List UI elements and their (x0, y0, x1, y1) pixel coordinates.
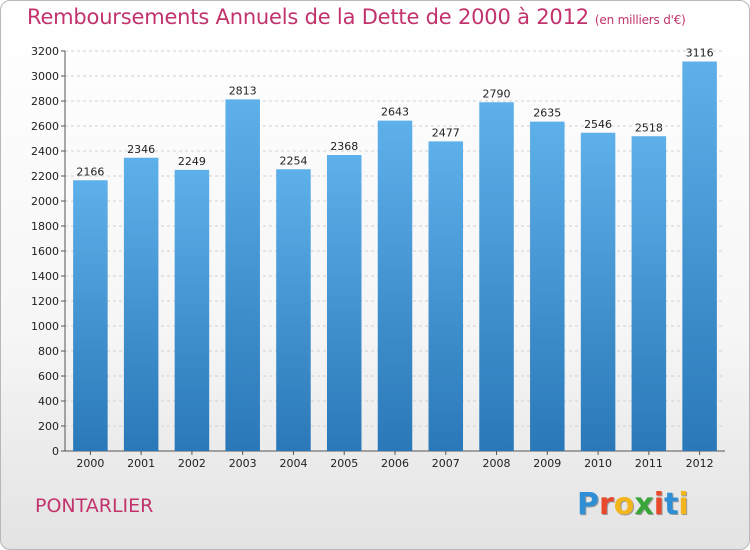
bar-2007 (428, 141, 464, 451)
bar-2010 (580, 132, 616, 451)
value-labels: 2166 2346 2249 2813 2254 2368 2643 2477 2790 2635… (76, 47, 713, 179)
y-tick-label: 2600 (31, 120, 59, 133)
bar-2003 (225, 99, 260, 451)
bar-2004 (276, 169, 311, 451)
y-tick-label: 3000 (31, 70, 59, 83)
bar-value-label: 3116 (686, 47, 714, 60)
x-tick-label: 2002 (178, 457, 206, 470)
bar-2001 (123, 157, 159, 451)
x-tick-label: 2000 (76, 457, 104, 470)
bar-value-label: 2635 (533, 107, 561, 120)
chart-title: Remboursements Annuels de la Dette de 20… (27, 5, 686, 29)
y-tick-label: 3200 (31, 45, 59, 58)
logo-letter: x (634, 487, 654, 522)
x-tick-label: 2004 (279, 457, 307, 470)
y-tick-label: 600 (38, 370, 59, 383)
bar-value-label: 2254 (279, 154, 307, 167)
bar-value-label: 2346 (127, 143, 155, 156)
bar-2009 (530, 121, 565, 451)
chart-subtitle: (en milliers d'€) (594, 13, 686, 27)
bar-value-label: 2790 (483, 87, 511, 100)
x-tick-label: 2010 (584, 457, 612, 470)
logo-letter: i (653, 487, 665, 522)
y-tick-label: 2200 (31, 170, 59, 183)
bar-2008 (479, 102, 514, 451)
logo-letter: r (599, 487, 614, 522)
bar-value-label: 2518 (635, 121, 663, 134)
bar-2000 (73, 180, 108, 451)
logo-letter: i (678, 487, 689, 522)
y-tick-label: 2400 (31, 145, 59, 158)
y-tick-label: 400 (38, 395, 59, 408)
bar-value-label: 2477 (432, 126, 460, 139)
y-tick-label: 0 (52, 445, 59, 458)
bar-value-label: 2249 (178, 155, 206, 168)
y-tick-label: 1800 (31, 220, 59, 233)
y-tick-label: 800 (38, 345, 59, 358)
bar-2012 (682, 61, 717, 451)
bar-value-label: 2643 (381, 106, 409, 119)
x-tick-label: 2008 (483, 457, 511, 470)
bars (73, 61, 717, 451)
x-tick-label: 2003 (229, 457, 257, 470)
logo-letter: P (577, 487, 599, 522)
y-tick-label: 2000 (31, 195, 59, 208)
proxiti-logo: Proxiti (577, 487, 689, 522)
x-tick-label: 2012 (686, 457, 714, 470)
x-tick-label: 2009 (533, 457, 561, 470)
city-name: PONTARLIER (35, 495, 154, 517)
x-tick-label: 2001 (127, 457, 155, 470)
y-tick-label: 1400 (31, 270, 59, 283)
y-tick-label: 1200 (31, 295, 59, 308)
logo-letter: t (664, 487, 679, 522)
x-tick-label: 2007 (432, 457, 460, 470)
bar-2005 (326, 155, 362, 451)
y-tick-label: 2800 (31, 95, 59, 108)
x-tick-label: 2011 (635, 457, 663, 470)
y-tick-label: 1600 (31, 245, 59, 258)
y-tick-label: 200 (38, 420, 59, 433)
x-tick-label: 2006 (381, 457, 409, 470)
bar-2011 (631, 136, 667, 451)
x-tick-label: 2005 (330, 457, 358, 470)
y-tick-label: 1000 (31, 320, 59, 333)
bar-value-label: 2368 (330, 140, 358, 153)
bar-2002 (174, 169, 210, 451)
logo-letter: o (613, 487, 635, 522)
bar-value-label: 2166 (76, 165, 104, 178)
bar-2006 (377, 120, 413, 451)
bar-value-label: 2546 (584, 118, 612, 131)
bar-value-label: 2813 (229, 84, 257, 97)
